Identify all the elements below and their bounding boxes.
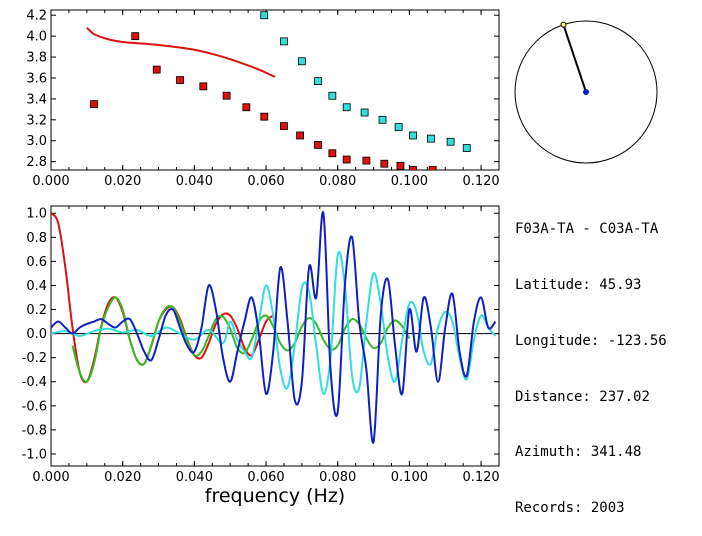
data-point-cyan <box>314 77 322 86</box>
info-value: 237.02 <box>599 388 650 405</box>
azimuth-needle <box>562 24 587 93</box>
data-point-red <box>396 161 405 170</box>
info-label: Distance: <box>515 388 591 405</box>
x-tick-label: 0.000 <box>32 174 69 189</box>
y-tick-label: 0.4 <box>26 279 47 294</box>
y-tick-label: -0.8 <box>22 423 47 438</box>
data-point-red <box>314 141 322 149</box>
data-point-cyan <box>297 57 306 66</box>
data-point-red <box>409 166 417 170</box>
info-value: 2003 <box>590 500 625 517</box>
plot-area <box>86 11 471 170</box>
x-tick-label: 0.020 <box>104 470 141 485</box>
y-tick-label: -0.2 <box>22 351 47 366</box>
data-point-red <box>296 131 304 140</box>
info-label: Records: <box>515 500 583 517</box>
info-longitude: Longitude: -123.56 <box>515 332 667 351</box>
data-point-red <box>260 112 269 121</box>
data-point-cyan <box>360 108 369 117</box>
data-point-red <box>280 122 288 130</box>
data-point-red <box>176 76 184 84</box>
x-tick-label: 0.040 <box>176 174 213 189</box>
data-point-red <box>242 103 251 112</box>
data-point-red <box>342 155 351 164</box>
y-tick-label: -1.0 <box>22 447 47 462</box>
info-value: 341.48 <box>590 444 642 461</box>
x-tick-label: 0.040 <box>176 470 213 485</box>
x-tick-label: 0.080 <box>319 174 356 189</box>
y-tick-label: 1.0 <box>26 207 47 222</box>
x-tick-label: 0.000 <box>32 470 69 485</box>
data-point-cyan <box>280 37 288 46</box>
data-point-red <box>428 166 437 170</box>
data-point-cyan <box>378 115 387 124</box>
series-line-red <box>51 212 274 384</box>
info-label: Longitude: <box>515 332 600 349</box>
series-line-red <box>86 27 276 78</box>
plot-frame <box>50 205 500 467</box>
y-tick-label: 2.8 <box>26 155 47 170</box>
station-center-marker <box>583 89 589 95</box>
y-tick-label: 3.6 <box>26 71 47 86</box>
data-point-red <box>222 91 231 100</box>
info-label: Azimuth: <box>515 444 583 461</box>
data-point-red <box>380 159 389 168</box>
data-point-red <box>199 82 208 91</box>
info-value: 45.93 <box>599 276 642 293</box>
data-point-cyan <box>427 134 435 143</box>
series-line-cyan <box>51 251 497 395</box>
y-tick-label: -0.6 <box>22 399 47 414</box>
x-tick-label: 0.100 <box>391 470 428 485</box>
info-latitude: Latitude: 45.93 <box>515 276 667 295</box>
data-point-red <box>90 100 98 109</box>
y-tick-label: 3.4 <box>26 92 47 107</box>
x-axis-label: frequency (Hz) <box>205 485 345 507</box>
y-tick-label: 4.0 <box>26 30 47 45</box>
info-azimuth: Azimuth: 341.48 <box>515 443 667 462</box>
y-tick-label: 0.2 <box>26 303 47 318</box>
data-point-cyan <box>446 137 455 146</box>
y-tick-label: -0.4 <box>22 375 47 390</box>
compass-circle <box>514 20 658 164</box>
data-point-red <box>362 156 371 165</box>
x-tick-label: 0.060 <box>247 470 284 485</box>
y-tick-label: 0.6 <box>26 255 47 270</box>
x-tick-label: 0.080 <box>319 470 356 485</box>
x-tick-label: 0.100 <box>391 174 428 189</box>
y-tick-label: 3.8 <box>26 51 47 66</box>
y-tick-label: 4.2 <box>26 9 47 24</box>
info-distance: Distance: 237.02 <box>515 388 667 407</box>
data-point-cyan <box>394 123 403 132</box>
data-point-cyan <box>409 131 417 140</box>
y-tick-label: 3.0 <box>26 134 47 149</box>
dispersion-plot: 0.000 0.020 0.040 0.060 0.080 0.100 0.120 2.8 3.… <box>26 9 499 189</box>
correlation-plot: 0.000 0.020 0.040 0.060 0.080 0.100 0.120 1.0 0.… <box>22 205 500 485</box>
station-info-panel: F03A-TA - C03A-TA Latitude: 45.93 Longit… <box>515 183 667 536</box>
x-tick-label: 0.060 <box>247 174 284 189</box>
plot-area <box>51 211 497 444</box>
plot-frame <box>50 9 500 171</box>
station-pair: F03A-TA - C03A-TA <box>515 221 659 238</box>
needle-tip-marker <box>560 21 567 28</box>
x-tick-label: 0.120 <box>462 470 499 485</box>
data-point-cyan <box>328 91 337 100</box>
y-tick-label: 0.0 <box>26 327 47 342</box>
y-tick-label: 3.2 <box>26 113 47 128</box>
azimuth-compass <box>514 20 658 164</box>
y-tick-label: 0.8 <box>26 231 47 246</box>
data-point-red <box>328 149 337 158</box>
data-point-cyan <box>462 144 471 152</box>
info-value: -123.56 <box>607 332 667 349</box>
data-point-cyan <box>342 103 351 112</box>
data-point-cyan <box>260 11 269 20</box>
data-point-red <box>131 32 140 41</box>
series-line-blue <box>51 211 497 444</box>
series-line-green <box>71 296 411 383</box>
info-label: Latitude: <box>515 276 591 293</box>
figure: 0.000 0.020 0.040 0.060 0.080 0.100 0.120 2.8 3.… <box>22 9 658 507</box>
x-tick-label: 0.020 <box>104 174 141 189</box>
data-point-red <box>152 65 161 74</box>
x-tick-label: 0.120 <box>462 174 499 189</box>
info-records: Records: 2003 <box>515 499 667 518</box>
